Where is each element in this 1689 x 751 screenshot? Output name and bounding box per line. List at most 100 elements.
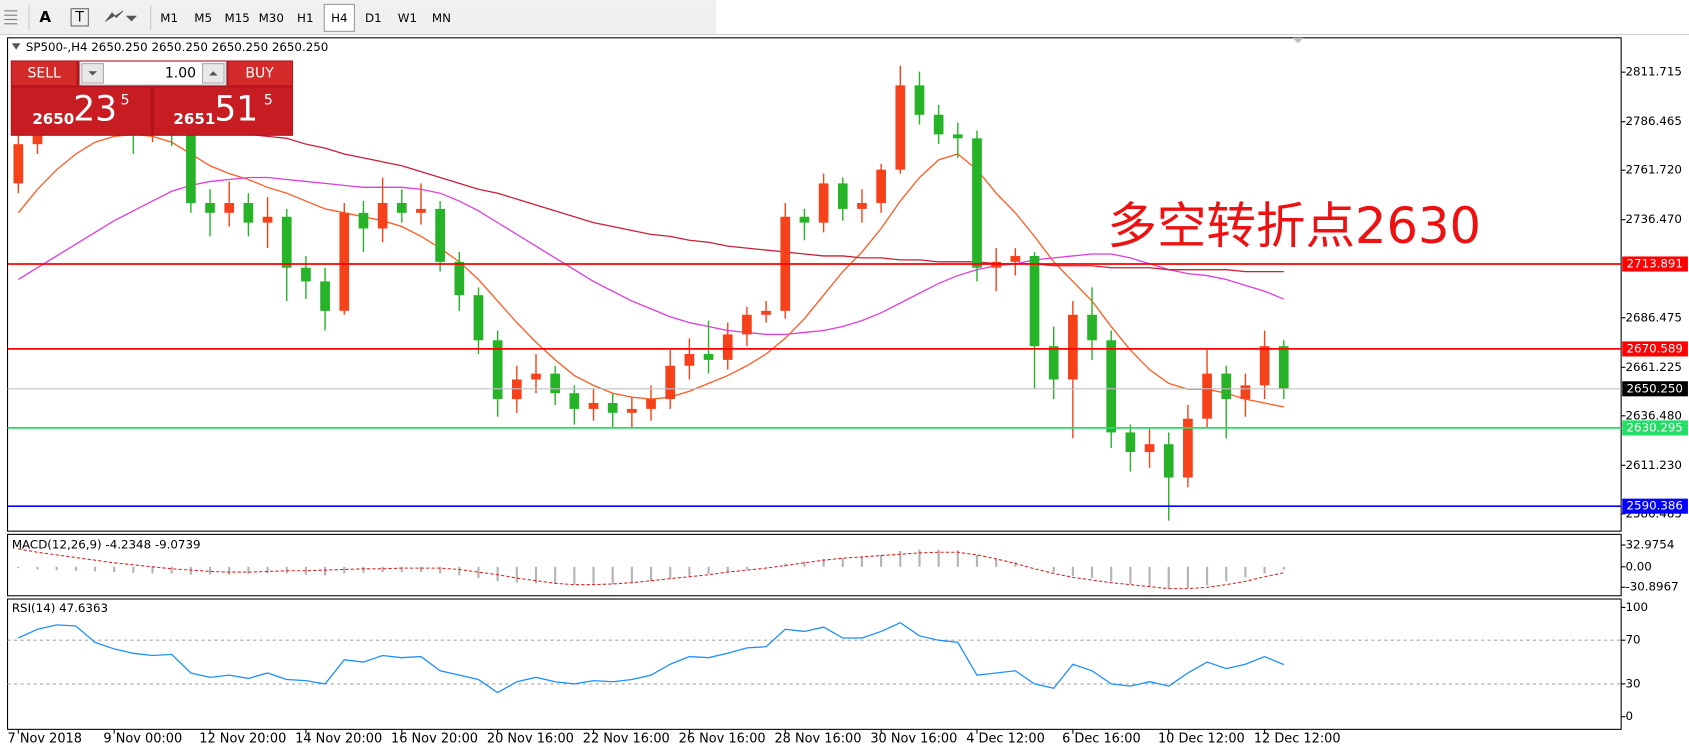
candle-body <box>320 281 330 311</box>
x-tick-label: 26 Nov 16:00 <box>679 732 766 747</box>
sell-price-box[interactable] <box>11 87 151 135</box>
buy-price-main: 2651 <box>173 110 215 128</box>
y-tick-label: 2786.465 <box>1625 114 1681 128</box>
candle-body <box>13 144 24 184</box>
moving-average <box>17 176 1285 336</box>
candle-body <box>1202 373 1212 419</box>
timeframe-button[interactable]: MN <box>432 11 451 25</box>
candle-body <box>895 85 906 170</box>
grip-icon <box>4 10 18 25</box>
level-label-bg <box>1622 341 1688 357</box>
x-tick-label: 30 Nov 16:00 <box>870 732 957 747</box>
candle-body <box>799 216 810 223</box>
x-tick-label: 12 Nov 20:00 <box>199 732 286 747</box>
candle-body <box>205 203 215 213</box>
candle-body <box>262 216 273 223</box>
x-tick-label: 7 Nov 2018 <box>8 732 82 747</box>
buy-button[interactable] <box>228 61 292 86</box>
level-label-bg <box>1622 420 1688 436</box>
timeframe-button[interactable]: D1 <box>365 11 382 25</box>
y-tick-label: 2761.720 <box>1625 163 1681 177</box>
timeframe-button[interactable]: M5 <box>194 11 212 25</box>
candle-body <box>722 334 733 360</box>
candle-body <box>818 183 829 223</box>
y-tick-label: 2611.230 <box>1625 458 1681 472</box>
level-label-bg <box>1622 256 1688 272</box>
label-tool-frame[interactable] <box>70 8 89 27</box>
y-tick-label: 2686.475 <box>1625 310 1681 324</box>
rsi-line <box>18 621 1285 694</box>
y-tick-label: -30.8967 <box>1625 580 1678 594</box>
objects-tool[interactable] <box>105 10 138 22</box>
sell-label[interactable]: SELL <box>27 65 61 81</box>
candle-body <box>1183 418 1193 478</box>
candle-body <box>607 403 618 413</box>
candle-body <box>531 373 541 380</box>
label-tool[interactable]: T <box>74 9 84 25</box>
candle-body <box>492 340 503 400</box>
level-label: 2713.891 <box>1627 257 1683 271</box>
lot-value[interactable]: 1.00 <box>165 65 196 81</box>
candle-body <box>358 212 369 229</box>
macd-panel <box>7 533 1622 597</box>
y-tick-label: 2811.715 <box>1625 65 1681 79</box>
y-tick-label: 0.00 <box>1625 559 1651 573</box>
indicator-title: RSI(14) 47.6363 <box>12 601 108 615</box>
candle-body <box>1106 340 1117 433</box>
buy-price-big: 51 <box>214 90 258 130</box>
buy-price-sup: 5 <box>264 92 273 108</box>
annotation: 多空转折点2630 <box>1107 197 1481 255</box>
candle-body <box>396 203 407 213</box>
arrow-down <box>88 71 97 76</box>
candle-body <box>1221 373 1232 400</box>
level-label-bg <box>1622 498 1688 514</box>
candle-body <box>1010 255 1021 262</box>
level-label-bg <box>1622 381 1688 397</box>
x-tick-label: 6 Dec 16:00 <box>1062 732 1141 747</box>
sell-button[interactable] <box>11 61 77 86</box>
sell-price-main: 2650 <box>32 110 74 128</box>
candle-body <box>665 365 676 400</box>
arrow-up <box>208 71 218 76</box>
candle-body <box>1144 444 1155 453</box>
timeframe-button[interactable]: M1 <box>160 11 178 25</box>
candle-body <box>454 261 465 296</box>
timeframe-button[interactable]: M30 <box>259 11 284 25</box>
x-tick-label: 20 Nov 16:00 <box>487 732 574 747</box>
candle-body <box>876 169 886 204</box>
x-tick-label: 9 Nov 00:00 <box>103 732 182 747</box>
timeframe-button[interactable]: M15 <box>225 11 250 25</box>
candle-body <box>914 85 925 115</box>
lot-box[interactable] <box>79 60 227 86</box>
candle-body <box>933 114 944 135</box>
timeframe-button[interactable]: W1 <box>398 11 417 25</box>
level-label: 2650.250 <box>1627 381 1683 395</box>
x-tick-label: 12 Dec 12:00 <box>1254 732 1341 747</box>
candle-body <box>301 267 311 282</box>
timeframe-button[interactable]: H1 <box>297 11 313 25</box>
y-tick-label: 2736.470 <box>1625 212 1681 226</box>
buy-label[interactable]: BUY <box>245 65 274 81</box>
candle-body <box>243 203 254 223</box>
candle-body <box>703 353 714 360</box>
candle-body <box>1259 346 1270 386</box>
candle-body <box>627 408 637 413</box>
candle-body <box>550 373 561 394</box>
x-tick-label: 22 Nov 16:00 <box>583 732 670 747</box>
timeframe-button[interactable]: H4 <box>331 11 347 25</box>
indicator-title: MACD(12,26,9) -4.2348 -9.0739 <box>12 538 201 552</box>
candle-body <box>569 393 580 409</box>
candle-body <box>684 353 695 366</box>
candle-body <box>416 208 426 213</box>
active-timeframe[interactable] <box>323 3 355 32</box>
candle-body <box>646 399 656 409</box>
text-tool[interactable]: A <box>39 8 51 26</box>
candle-body <box>761 310 771 315</box>
buy-price-box[interactable] <box>154 87 292 135</box>
candle-body <box>1087 314 1097 341</box>
candle-body <box>857 203 867 209</box>
y-tick-label: 30 <box>1625 676 1640 690</box>
y-tick-label: 2661.225 <box>1625 360 1681 374</box>
